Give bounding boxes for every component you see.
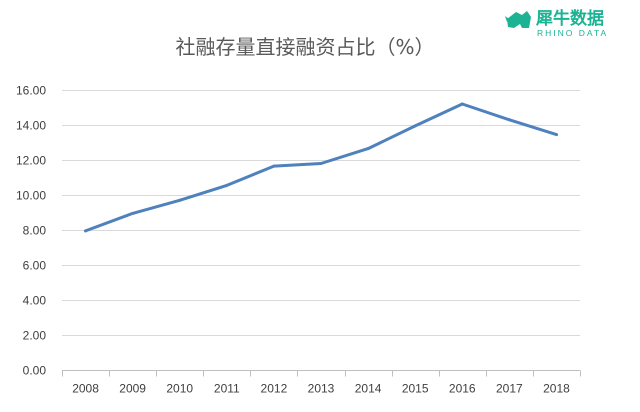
x-tick-label: 2016 (449, 382, 476, 396)
data-point (84, 229, 88, 233)
x-tick-label: 2012 (261, 382, 288, 396)
data-point (366, 147, 370, 151)
chart-title: 社融存量直接融资占比（%） (175, 35, 434, 59)
data-point (319, 162, 323, 165)
x-tick-label: 2010 (166, 382, 193, 396)
y-tick-label: 2.00 (23, 329, 47, 343)
x-tick-label: 2017 (496, 382, 523, 396)
y-tick-label: 4.00 (23, 294, 47, 308)
y-tick-label: 8.00 (23, 224, 47, 238)
series-line-0 (84, 102, 558, 233)
brand-name-cn: 犀牛数据 (536, 8, 604, 29)
y-axis: 0.00 2.00 4.00 6.00 8.00 10.00 12.00 14.00 16.00 (16, 84, 46, 378)
x-tick-label: 2015 (402, 382, 429, 396)
x-axis: 2008 2009 2010 2011 2012 2013 2014 2015 2016 2017… (62, 370, 581, 396)
x-tick-label: 2008 (72, 382, 99, 396)
gridlines (62, 90, 580, 336)
rhino-icon (505, 11, 531, 28)
data-point (225, 183, 229, 187)
x-tick-label: 2018 (543, 382, 570, 396)
y-tick-label: 16.00 (16, 84, 46, 98)
data-point (554, 133, 558, 137)
y-tick-label: 14.00 (16, 119, 46, 133)
data-point (507, 118, 511, 122)
data-point (413, 124, 417, 128)
x-tick-label: 2011 (214, 382, 240, 396)
y-tick-label: 0.00 (23, 364, 47, 378)
brand-name-en: RHINO DATA (537, 28, 608, 38)
series (84, 102, 558, 233)
brand-logo: 犀牛数据 RHINO DATA (505, 8, 608, 38)
data-point (460, 102, 464, 106)
y-tick-label: 12.00 (16, 154, 46, 168)
x-tick-label: 2014 (355, 382, 382, 396)
y-tick-label: 6.00 (23, 259, 47, 273)
x-tick-label: 2009 (119, 382, 146, 396)
data-point (272, 164, 276, 168)
y-tick-label: 10.00 (16, 189, 46, 203)
data-point (131, 211, 135, 215)
x-tick-label: 2013 (308, 382, 335, 396)
data-point (178, 198, 182, 202)
